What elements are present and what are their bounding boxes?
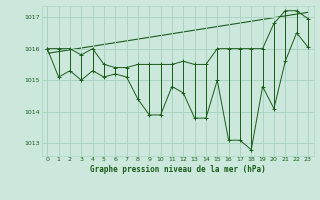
X-axis label: Graphe pression niveau de la mer (hPa): Graphe pression niveau de la mer (hPa) — [90, 165, 266, 174]
